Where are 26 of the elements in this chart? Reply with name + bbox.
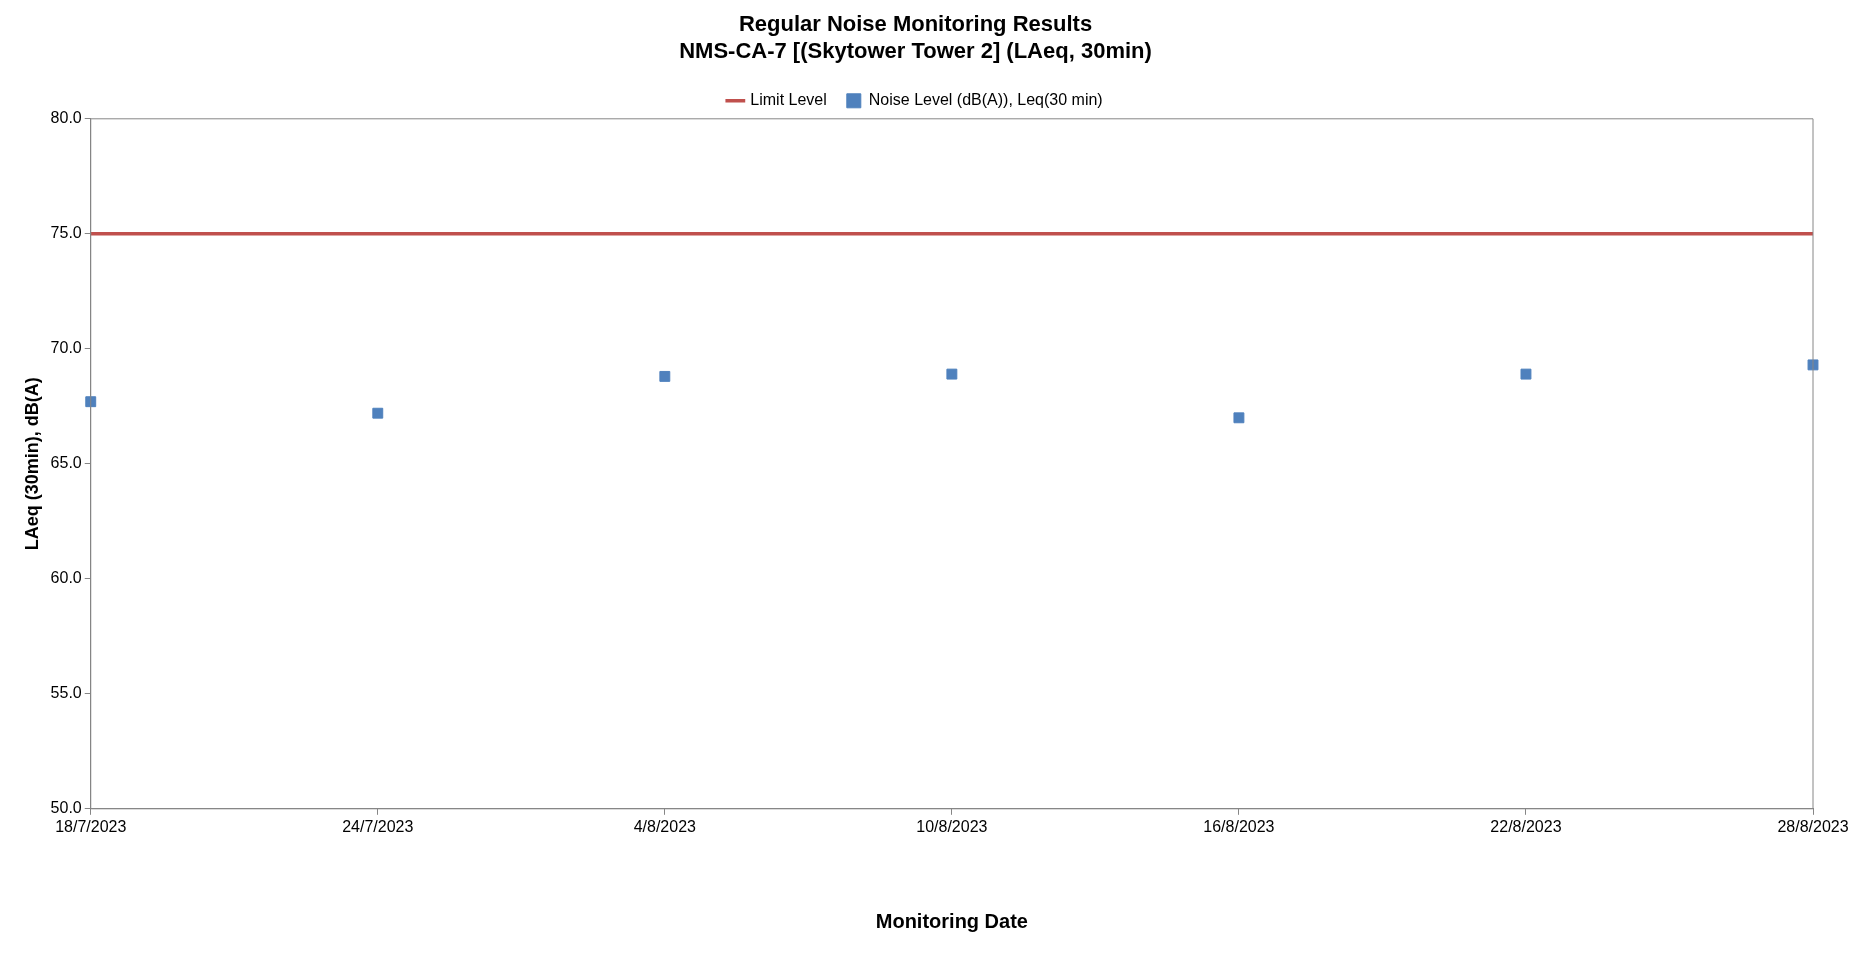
legend-label: Noise Level (dB(A)), Leq(30 min)	[868, 91, 1103, 109]
x-tick-label: 24/7/2023	[342, 817, 414, 835]
y-tick-label: 50.0	[50, 799, 82, 817]
y-tick-label: 65.0	[50, 454, 82, 472]
point	[85, 396, 97, 408]
y-tick-label: 75.0	[50, 224, 82, 242]
point	[1520, 368, 1532, 380]
y-tick-label: 55.0	[50, 684, 82, 702]
x-tick-label: 22/8/2023	[1490, 817, 1562, 835]
point	[946, 368, 958, 380]
y-tick-label: 80.0	[50, 109, 82, 127]
point	[1807, 359, 1819, 371]
x-tick-label: 16/8/2023	[1203, 817, 1275, 835]
legend-label: Limit Level	[750, 91, 827, 109]
x-tick-label: 4/8/2023	[633, 817, 697, 835]
x-axis-title: Monitoring Date	[875, 909, 1028, 932]
point	[1233, 412, 1245, 424]
point	[659, 370, 671, 382]
y-axis-title: LAeq (30min), dB(A)	[21, 377, 42, 551]
y-tick-label: 60.0	[50, 569, 82, 587]
x-tick-label: 18/7/2023	[55, 817, 127, 835]
y-tick-label: 70.0	[50, 339, 82, 357]
x-tick-label: 28/8/2023	[1777, 817, 1849, 835]
chart-title: Regular Noise Monitoring Results NMS-CA-7 [(Skytower Tower 2] (LAeq, 30min)	[679, 11, 1152, 63]
x-tick-label: 10/8/2023	[916, 817, 988, 835]
point	[372, 407, 384, 419]
